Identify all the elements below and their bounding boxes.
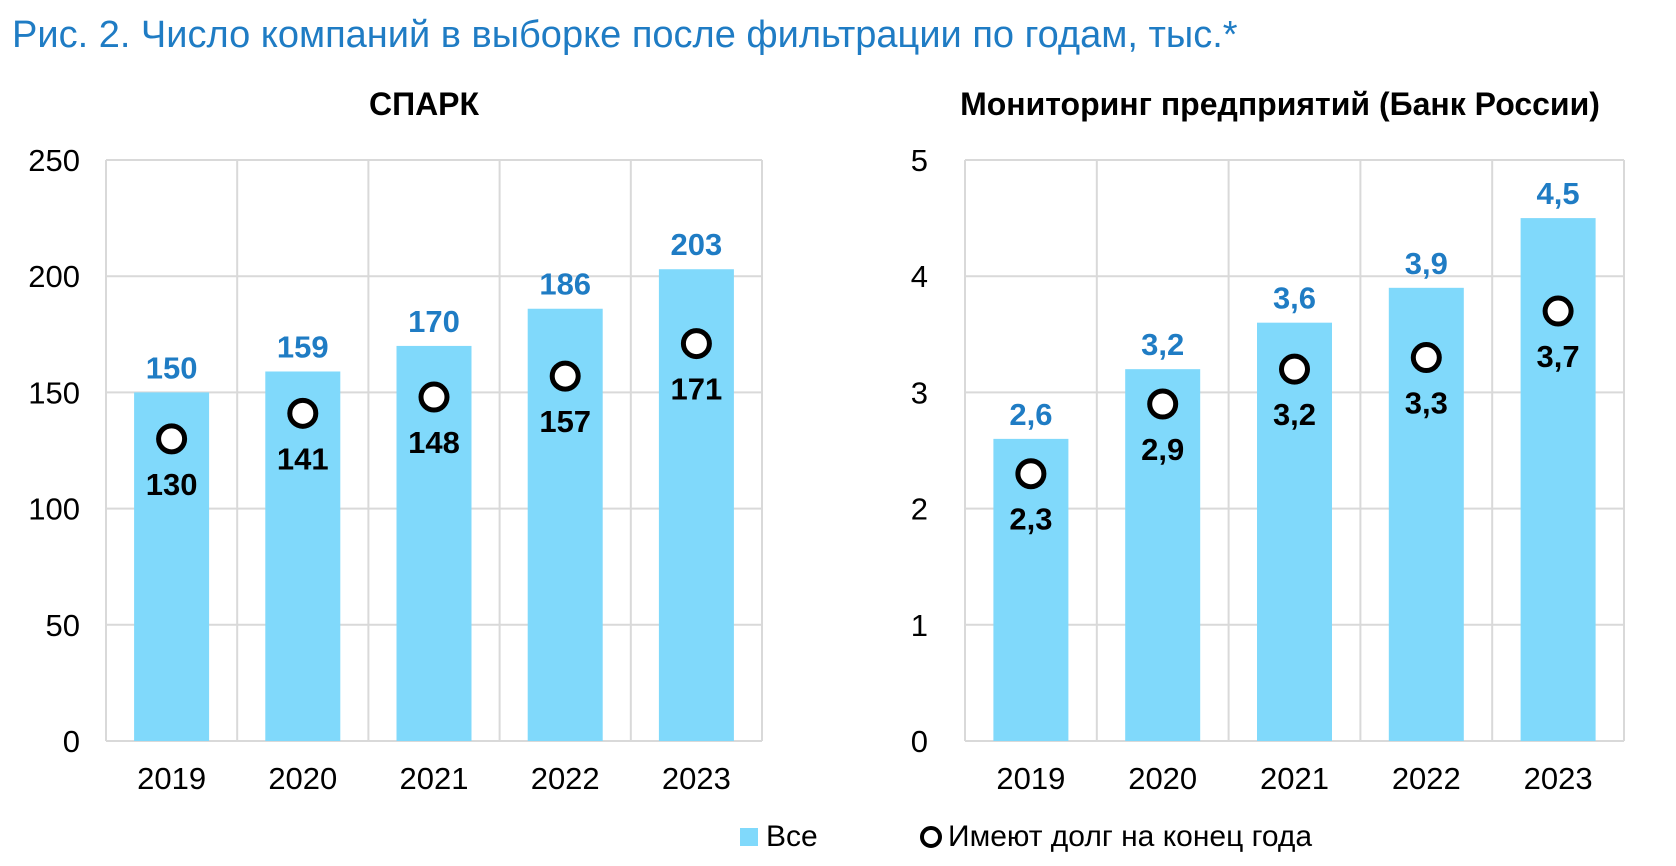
spark-x-tick-label: 2022: [531, 761, 600, 796]
spark-bar-value-label: 159: [277, 329, 329, 364]
spark-debt-value-label: 148: [408, 425, 460, 460]
spark-y-tick-label: 100: [28, 492, 80, 527]
spark-bar-value-label: 170: [408, 304, 460, 339]
spark-x-tick-label: 2021: [400, 761, 469, 796]
monitoring-y-tick-label: 4: [911, 259, 928, 294]
monitoring-debt-value-label: 3,7: [1537, 339, 1580, 374]
spark-debt-value-label: 171: [671, 372, 723, 407]
monitoring-bar-value-label: 4,5: [1537, 176, 1580, 211]
spark-debt-point: [287, 397, 319, 429]
legend-dot-item: Имеют долг на конец года: [920, 820, 1312, 854]
spark-x-tick-label: 2023: [662, 761, 731, 796]
spark-debt-point: [418, 381, 450, 413]
monitoring-bar: [1125, 369, 1201, 741]
monitoring-y-tick-label: 3: [911, 375, 928, 410]
spark-bar-value-label: 186: [539, 267, 591, 302]
legend-bar-item: Все: [740, 820, 818, 854]
spark-y-tick-label: 150: [28, 375, 80, 410]
spark-debt-point: [156, 423, 188, 455]
monitoring-debt-point: [1542, 295, 1574, 327]
monitoring-title: Мониторинг предприятий (Банк России): [960, 86, 1600, 122]
spark-debt-value-label: 130: [146, 467, 198, 502]
spark-title: СПАРК: [369, 86, 480, 122]
monitoring-bar-value-label: 3,2: [1141, 327, 1184, 362]
monitoring-debt-point: [1410, 342, 1442, 374]
figure-title: Рис. 2. Число компаний в выборке после ф…: [12, 14, 1238, 56]
spark-y-tick-label: 50: [46, 608, 80, 643]
monitoring-debt-value-label: 3,2: [1273, 397, 1316, 432]
monitoring-bar-value-label: 3,6: [1273, 281, 1316, 316]
spark-y-tick-label: 0: [63, 724, 80, 759]
spark-y-tick-label: 250: [28, 143, 80, 178]
spark-debt-point: [549, 360, 581, 392]
spark-x-tick-label: 2019: [137, 761, 206, 796]
spark-x-tick-label: 2020: [268, 761, 337, 796]
monitoring-y-tick-label: 2: [911, 492, 928, 527]
monitoring-debt-point: [1015, 458, 1047, 490]
monitoring-x-tick-label: 2020: [1128, 761, 1197, 796]
spark-bar: [265, 371, 341, 741]
spark-bar-value-label: 203: [671, 227, 723, 262]
legend-bar-label: Все: [766, 820, 818, 853]
spark-debt-value-label: 141: [277, 441, 329, 476]
monitoring-bar: [1257, 322, 1332, 741]
legend-dot-swatch: [920, 826, 942, 848]
monitoring-debt-point: [1279, 353, 1310, 385]
monitoring-debt-value-label: 2,3: [1009, 502, 1052, 537]
monitoring-y-tick-label: 0: [911, 724, 928, 759]
legend-bar-swatch: [740, 828, 758, 846]
monitoring-x-tick-label: 2021: [1260, 761, 1329, 796]
spark-bar-value-label: 150: [146, 350, 198, 385]
monitoring-debt-point: [1147, 388, 1179, 420]
monitoring-bar-value-label: 3,9: [1405, 246, 1448, 281]
spark-y-tick-label: 200: [28, 259, 80, 294]
legend-dot-label: Имеют долг на конец года: [948, 820, 1313, 853]
monitoring-bar-value-label: 2,6: [1009, 397, 1052, 432]
monitoring-debt-value-label: 3,3: [1405, 386, 1448, 421]
monitoring-x-tick-label: 2019: [996, 761, 1065, 796]
monitoring-x-tick-label: 2022: [1392, 761, 1461, 796]
monitoring-debt-value-label: 2,9: [1141, 432, 1184, 467]
spark-debt-value-label: 157: [539, 404, 591, 439]
spark-debt-point: [680, 328, 712, 360]
monitoring-y-tick-label: 1: [911, 608, 928, 643]
monitoring-x-tick-label: 2023: [1524, 761, 1593, 796]
monitoring-y-tick-label: 5: [911, 143, 928, 178]
